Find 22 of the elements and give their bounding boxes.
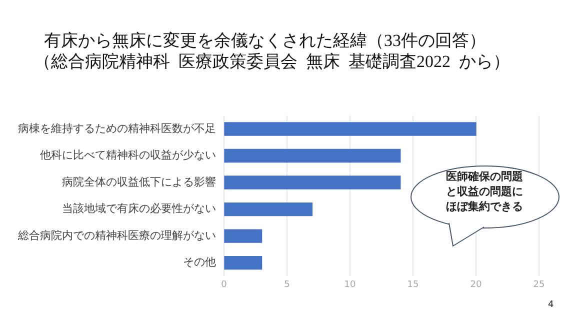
y-tick-label: 総合病院内での精神科医療の理解がない xyxy=(17,228,216,242)
chart-title: 有床から無床に変更を余儀なくされた経緯（33件の回答） xyxy=(44,30,487,51)
bar xyxy=(224,122,476,136)
text: 4 xyxy=(548,300,554,310)
y-tick-label: 病棟を維持するための精神科医数が不足 xyxy=(18,122,216,135)
bar xyxy=(224,256,262,270)
y-tick-label: その他 xyxy=(183,256,216,269)
x-tick-label: 20 xyxy=(470,280,482,290)
y-tick-label: 病院全体の収益低下による影響 xyxy=(62,175,216,188)
bar xyxy=(224,229,262,243)
x-tick-label: 0 xyxy=(221,280,228,290)
y-tick-label: 他科に比べて精神科の収益が少ない xyxy=(40,148,216,162)
bar xyxy=(224,148,401,163)
bar xyxy=(224,202,313,216)
x-tick-label: 5 xyxy=(284,280,290,290)
bar xyxy=(224,176,401,190)
chart-subtitle: （総合病院精神科 医療政策委員会 無床 基礎調査2022 から） xyxy=(34,51,510,72)
x-tick-label: 15 xyxy=(407,280,419,290)
y-tick-label: 当該地域で有床の必要性がない xyxy=(62,202,216,216)
x-tick-label: 10 xyxy=(344,280,356,290)
x-tick-label: 25 xyxy=(533,280,545,290)
annotation: 医師確保の問題と収益の問題にほぼ集約できる xyxy=(445,169,524,214)
